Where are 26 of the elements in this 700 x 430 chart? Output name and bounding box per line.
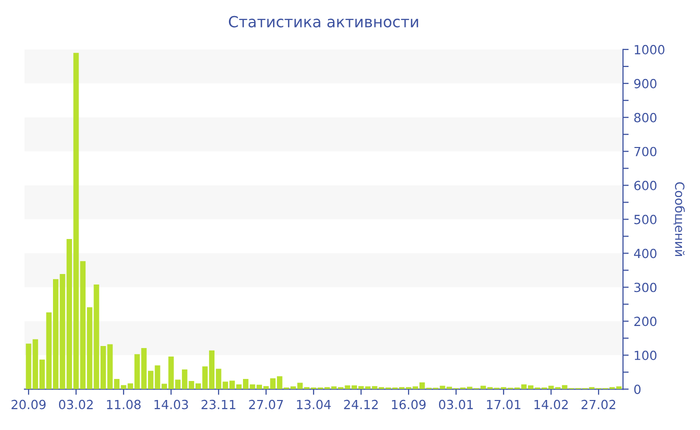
x-tick-label: 17.01 (487, 400, 520, 410)
y-axis-title: Сообщений (673, 182, 685, 256)
y-tick-label: 200 (634, 316, 656, 326)
x-tick-label: 14.02 (534, 400, 568, 410)
chart-title: Статистика активности (228, 16, 418, 28)
x-tick-label: 13.04 (297, 400, 331, 410)
x-tick-label: 27.07 (249, 400, 283, 410)
x-tick-label: 24.12 (344, 400, 378, 410)
x-tick-label: 14.03 (154, 400, 188, 410)
x-tick-label: 16.09 (392, 400, 426, 410)
y-tick-label: 400 (634, 248, 656, 258)
y-tick-label: 500 (634, 214, 656, 224)
x-tick-label: 20.09 (12, 400, 46, 410)
y-tick-label: 1000 (634, 44, 664, 54)
y-tick-label: 900 (634, 78, 656, 88)
y-tick-label: 300 (634, 282, 656, 292)
y-tick-label: 700 (634, 146, 656, 156)
x-tick-label: 27.02 (582, 400, 616, 410)
x-tick-label: 03.01 (439, 400, 473, 410)
y-tick-label: 600 (634, 180, 656, 190)
x-tick-label: 23.11 (202, 400, 236, 410)
x-tick-label: 11.08 (107, 400, 141, 410)
y-tick-label: 100 (634, 350, 656, 360)
y-tick-label: 800 (634, 112, 656, 122)
x-tick-label: 03.02 (59, 400, 93, 410)
y-tick-label: 0 (634, 384, 641, 394)
